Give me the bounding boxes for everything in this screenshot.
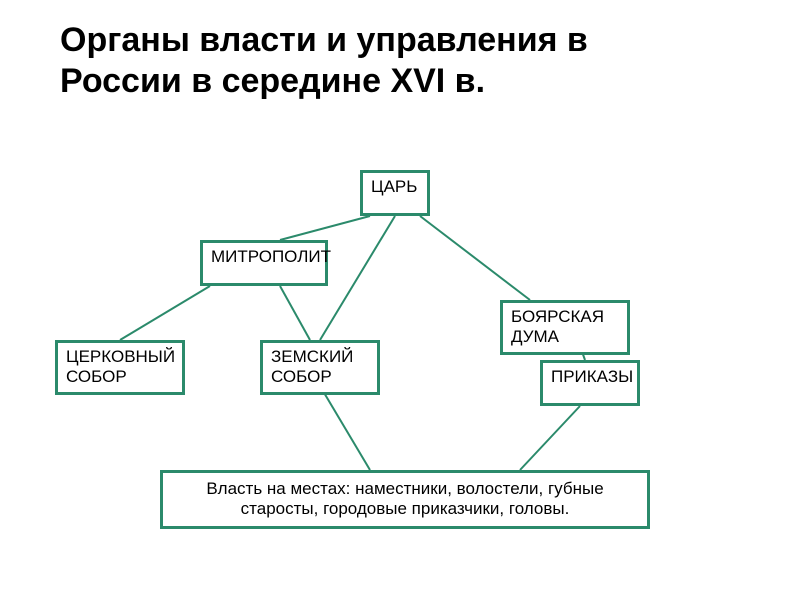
node-tsar: ЦАРЬ bbox=[360, 170, 430, 216]
node-prikazy: ПРИКАЗЫ bbox=[540, 360, 640, 406]
node-boyar-duma: БОЯРСКАЯ ДУМА bbox=[500, 300, 630, 355]
node-church-sobor: ЦЕРКОВНЫЙ СОБОР bbox=[55, 340, 185, 395]
node-zemsky-sobor: ЗЕМСКИЙ СОБОР bbox=[260, 340, 380, 395]
node-mitropolit: МИТРОПОЛИТ bbox=[200, 240, 328, 286]
node-local-power: Власть на местах: наместники, волостели,… bbox=[160, 470, 650, 529]
